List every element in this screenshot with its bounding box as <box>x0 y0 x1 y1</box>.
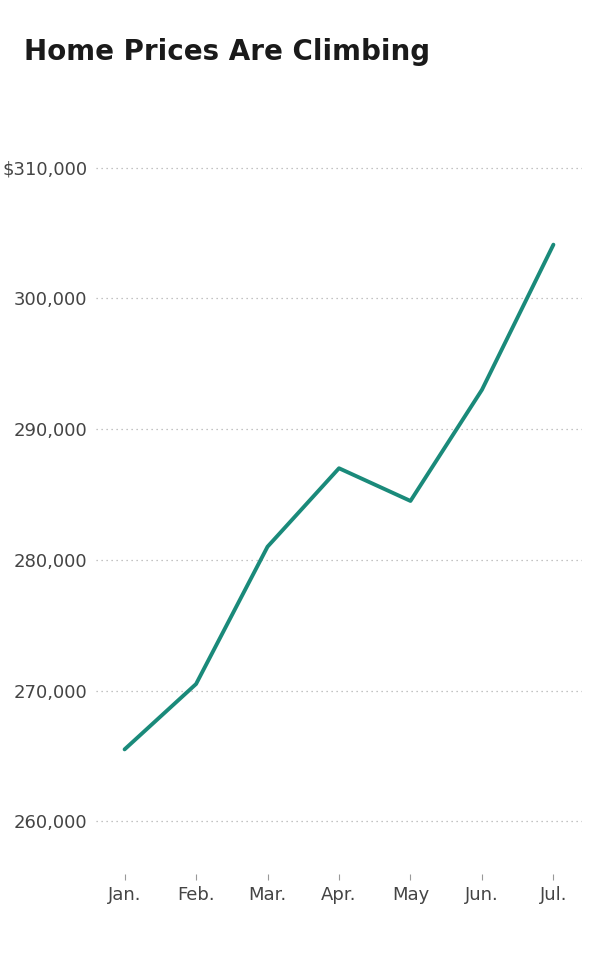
Text: Home Prices Are Climbing: Home Prices Are Climbing <box>24 38 430 66</box>
